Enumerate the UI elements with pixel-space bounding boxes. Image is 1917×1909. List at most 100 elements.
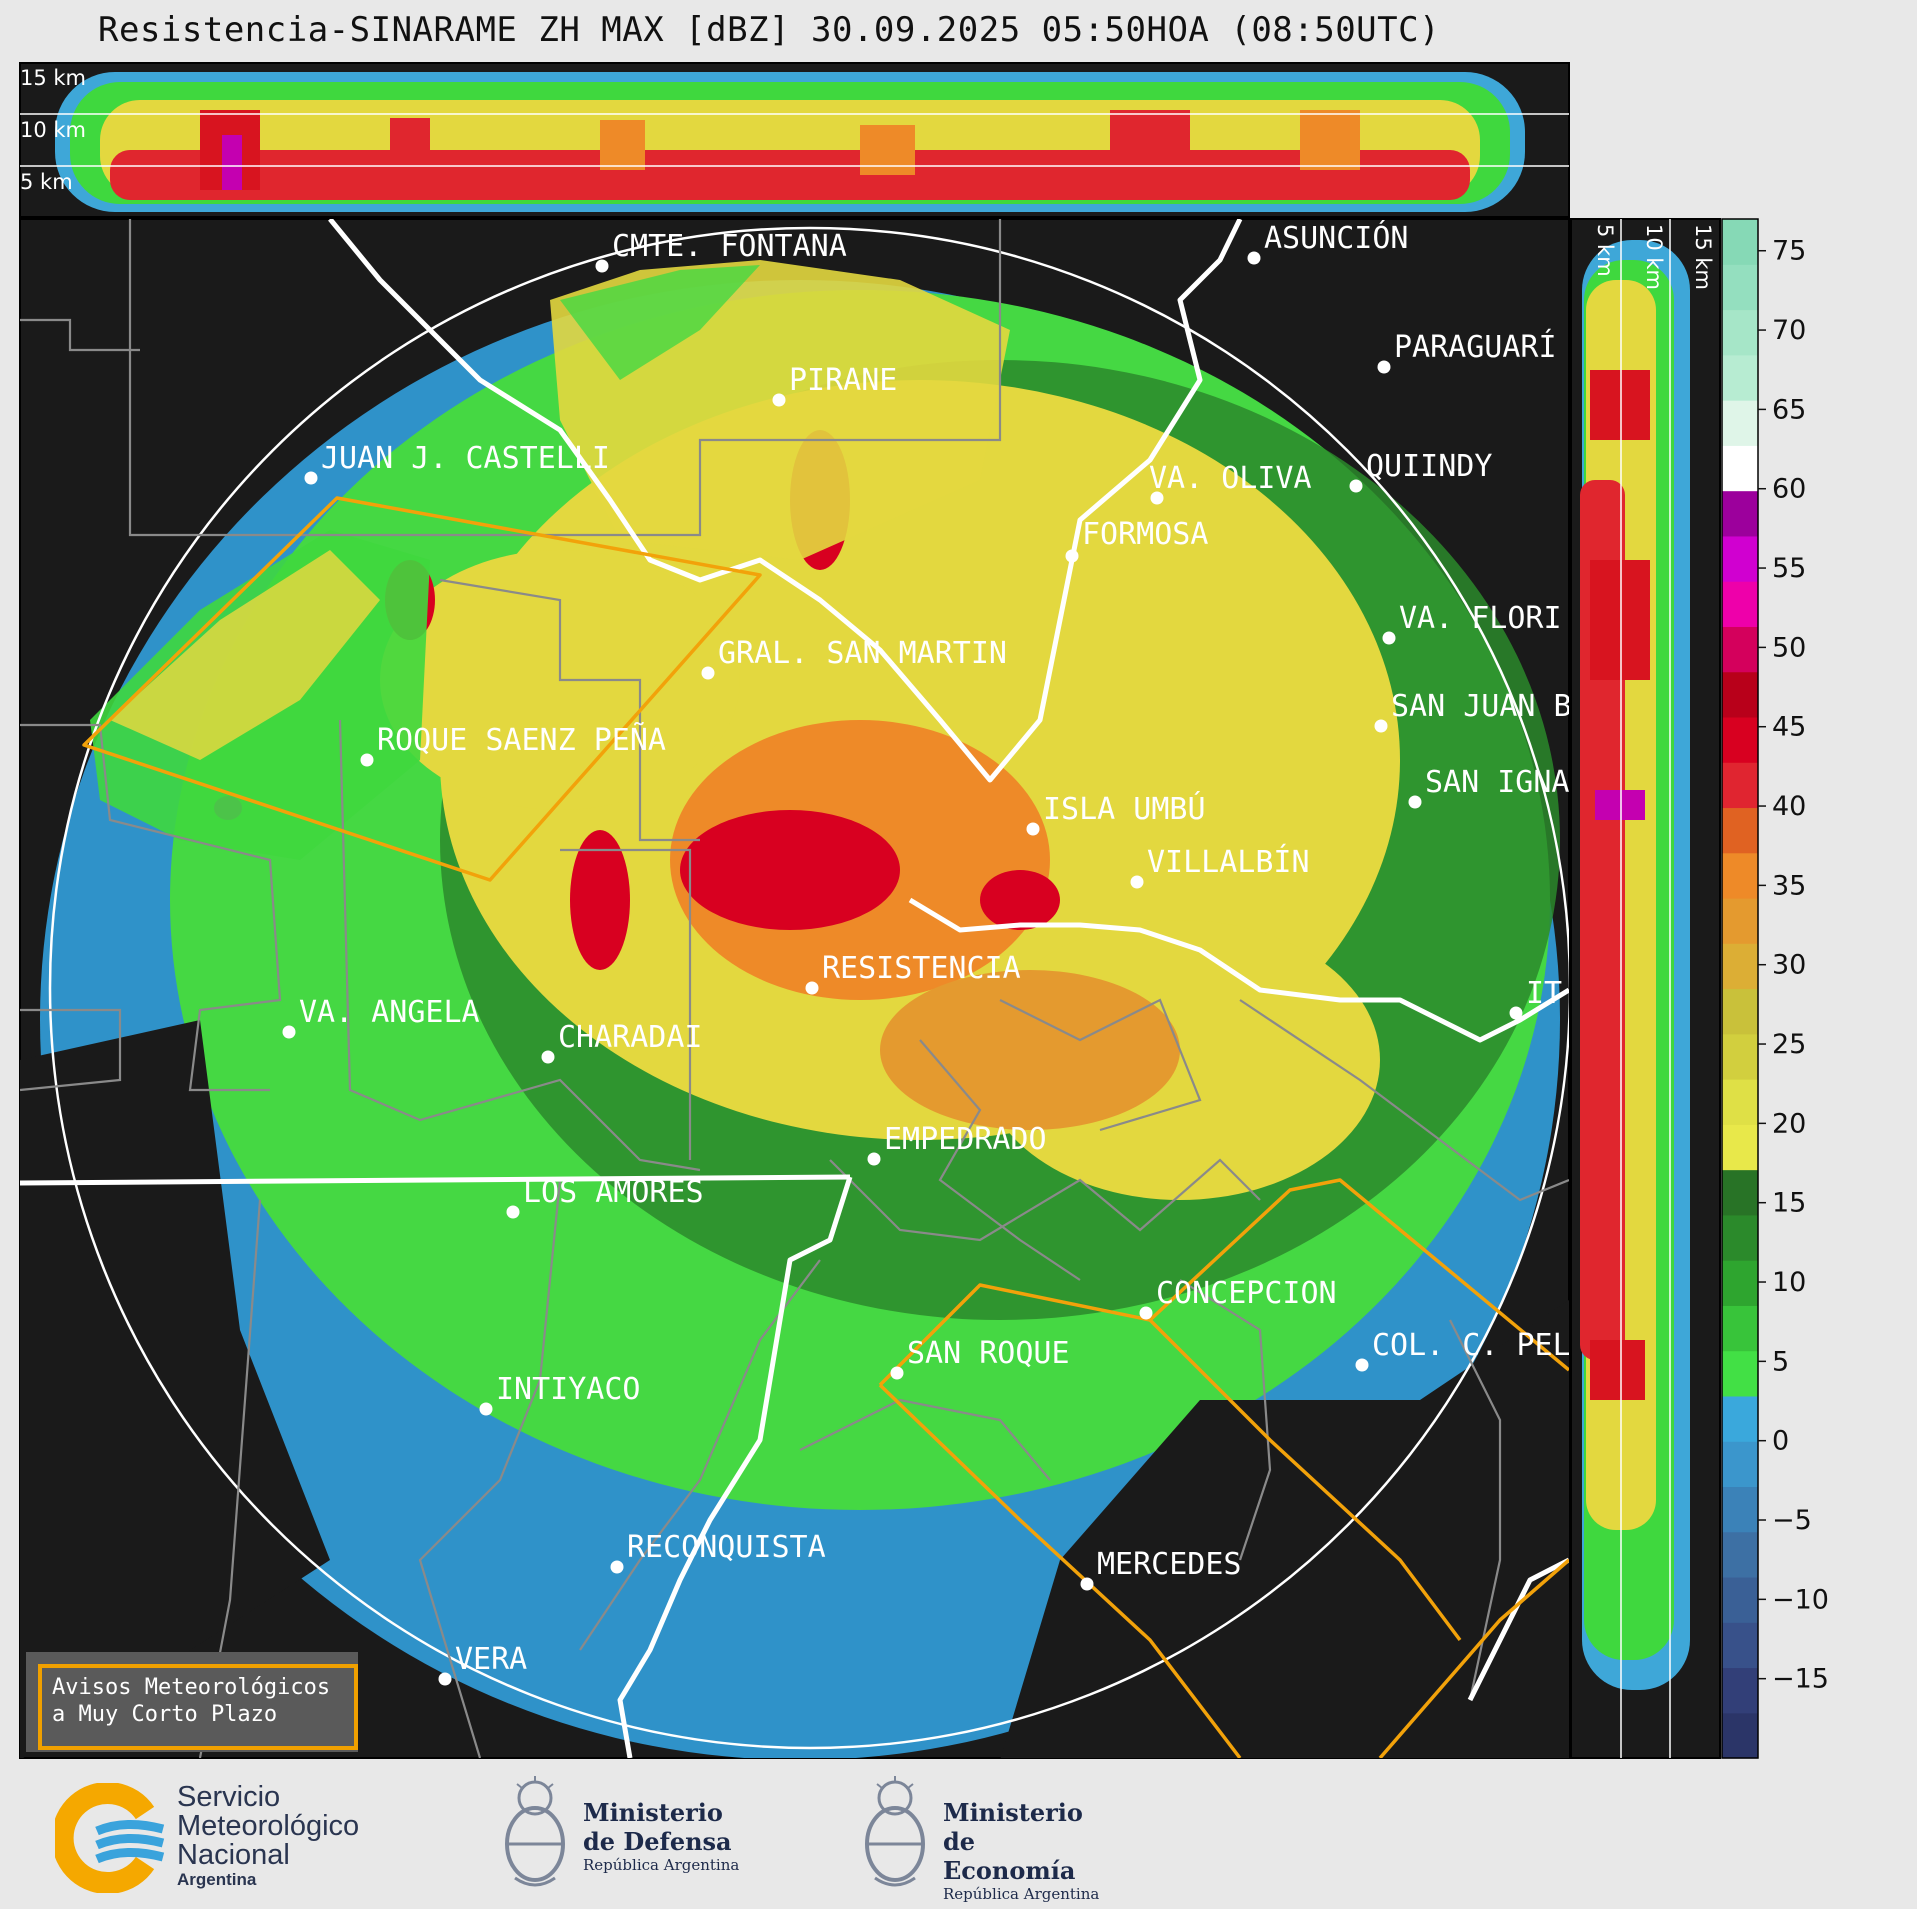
city-marker: INTIYACO [479,1372,641,1416]
city-label: ISLA UMBÚ [1043,790,1206,827]
city-label: VERA [455,1642,527,1677]
alerts-line-1: Avisos Meteorológicos [52,1675,331,1700]
city-marker: COL. C. PEL [1355,1328,1571,1372]
colorbar-segment [1722,1260,1758,1306]
colorbar-segment [1722,400,1758,446]
city-marker: SAN JUAN B [1374,689,1569,733]
department-boundaries [20,219,1569,1758]
range-ring [48,226,1569,1750]
city-label: FORMOSA [1082,517,1208,552]
city-marker: ASUNCIÓN [1247,219,1409,265]
city-dot [506,1205,520,1219]
city-marker: EMPEDRADO [867,1122,1047,1166]
colorbar-segment [1722,1667,1758,1714]
side-altitude-panel: 5 km 10 km 15 km [1570,218,1721,1759]
top-alt-label: 5 km [20,170,73,194]
side-alt-label: 15 km [1691,224,1715,290]
city-dot [1374,719,1388,733]
city-dot [772,393,786,407]
echo-red-2 [570,830,630,970]
city-markers: CMTE. FONTANA ASUNCIÓN PARAGUARÍ PIRANE JUAN… [282,219,1571,1686]
city-label: SAN ROQUE [907,1336,1070,1371]
city-label: MERCEDES [1097,1547,1242,1582]
city-label: COL. C. PEL [1372,1328,1571,1363]
city-marker: MERCEDES [1080,1547,1242,1591]
side-alt-label: 10 km [1642,224,1666,290]
city-label: CHARADAI [558,1020,703,1055]
city-marker: VA. OLIVA [1149,461,1312,505]
colorbar-tick-label: 70 [1772,315,1806,346]
city-dot [541,1050,555,1064]
smn-line-1: Servicio [177,1781,281,1813]
echo-red-5 [980,870,1060,930]
colorbar-segment [1722,219,1758,265]
smn-line-4: Argentina [177,1870,257,1889]
economia-line-3: República Argentina [943,1885,1100,1903]
colorbar-segment [1722,716,1758,763]
echo-orange-2 [880,970,1180,1130]
economia-logo: Ministerio de Economía República Argenti… [855,1774,1115,1903]
colorbar-segment [1722,1079,1758,1125]
city-marker: RESISTENCIA [805,951,1021,995]
city-marker: IT [1509,976,1562,1020]
city-dot [595,259,609,273]
economia-line-1: Ministerio [943,1798,1083,1827]
city-label: CONCEPCION [1156,1276,1337,1311]
city-marker: VERA [438,1642,527,1686]
city-dot [1509,1006,1523,1020]
city-marker: ROQUE SAENZ PEÑA [360,722,666,767]
colorbar-tick-label: −5 [1772,1505,1812,1536]
chart-title: Resistencia-SINARAME ZH MAX [dBZ] 30.09.… [98,10,1441,50]
colorbar-tick-label: 25 [1772,1029,1806,1060]
city-marker: PIRANE [772,363,897,407]
alerts-text-box: Avisos Meteorológicos a Muy Corto Plazo [38,1664,358,1750]
city-marker: GRAL. SAN MARTIN [701,636,1007,680]
colorbar-segment [1722,1531,1758,1578]
city-marker: JUAN J. CASTELLI [304,441,610,485]
city-label: IT [1526,976,1562,1011]
echo-red-core [680,810,900,930]
city-label: VA. ANGELA [299,995,480,1030]
colorbar-segment [1722,1124,1758,1171]
defensa-logo: Ministerio de Defensa República Argentin… [495,1774,755,1899]
smn-emblem-icon [55,1783,165,1893]
city-marker: VA. FLORI [1382,601,1562,645]
colorbar-segment [1722,1169,1758,1216]
colorbar-segment [1722,988,1758,1035]
city-label: VILLALBÍN [1147,844,1310,880]
colorbar-tick-label: 20 [1772,1108,1806,1139]
colorbar-segment [1722,852,1758,899]
city-label: RESISTENCIA [822,951,1021,986]
colorbar-tick-label: 60 [1772,474,1806,505]
colorbar-segment [1722,1214,1758,1261]
city-label: VA. OLIVA [1149,461,1312,496]
colorbar-segment [1722,943,1758,990]
colorbar-tick-label: 10 [1772,1267,1806,1298]
defensa-line-1: Ministerio [583,1798,723,1827]
economia-line-2: de Economía [943,1827,1076,1885]
colorbar-segment [1722,626,1758,673]
national-shield-icon [865,1776,925,1887]
colorbar-tick-label: 75 [1772,236,1806,267]
city-dot [1247,251,1261,265]
alerts-line-2: a Muy Corto Plazo [52,1702,278,1727]
colorbar-tick-label: −10 [1772,1584,1829,1615]
city-label: INTIYACO [496,1372,641,1407]
colorbar-segment [1722,671,1758,718]
colorbar-tick-label: 30 [1772,950,1806,981]
city-label: VA. FLORI [1399,601,1562,636]
colorbar-segment [1722,1395,1758,1442]
top-alt-label: 10 km [20,118,86,142]
colorbar-segment [1722,762,1758,809]
colorbar-frame [1721,218,1759,1759]
city-label: EMPEDRADO [884,1122,1047,1157]
city-dot [1139,1306,1153,1320]
city-marker: CONCEPCION [1139,1276,1337,1320]
city-dot [360,753,374,767]
city-marker: VA. ANGELA [282,995,480,1039]
smn-logo: Servicio Meteorológico Nacional Argentin… [55,1783,395,1893]
city-dot [1408,795,1422,809]
colorbar-segment [1722,1350,1758,1397]
